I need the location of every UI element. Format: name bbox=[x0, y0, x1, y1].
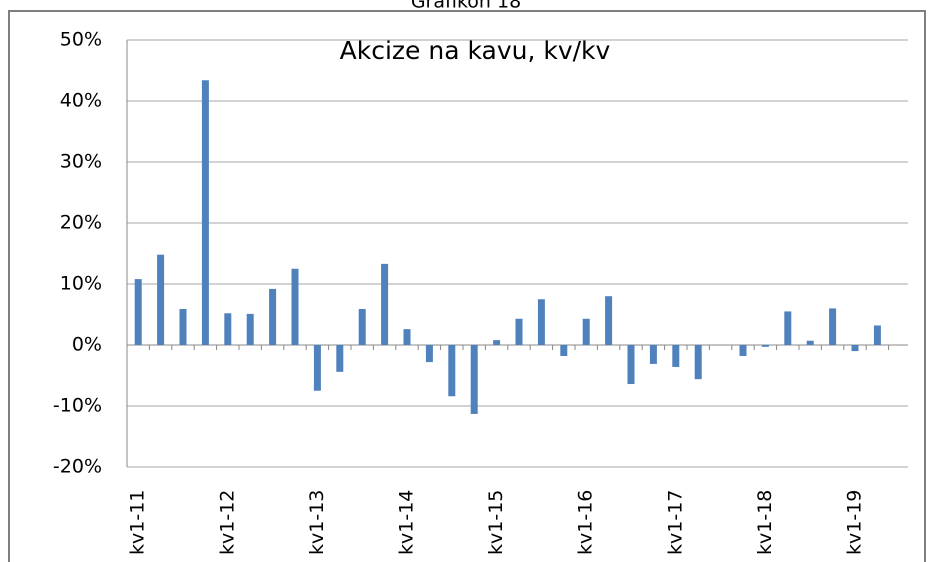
bar bbox=[537, 299, 545, 345]
bar bbox=[806, 340, 814, 345]
bar bbox=[224, 313, 232, 345]
x-tick-label: kv1-15 bbox=[485, 490, 507, 555]
bar bbox=[851, 345, 859, 352]
bar bbox=[761, 345, 769, 347]
bar bbox=[157, 254, 165, 345]
bar bbox=[134, 279, 142, 345]
bar bbox=[627, 345, 635, 385]
bar bbox=[493, 340, 501, 345]
page-title: Grafikon 18 bbox=[411, 0, 521, 13]
bar bbox=[672, 345, 680, 367]
y-tick-label: -10% bbox=[53, 395, 102, 417]
y-tick-label: 10% bbox=[60, 273, 102, 295]
x-tick-label: kv1-19 bbox=[844, 490, 866, 555]
y-tick-label: 30% bbox=[60, 151, 102, 173]
x-tick-label: kv1-11 bbox=[127, 490, 149, 555]
y-tick-label: 20% bbox=[60, 212, 102, 234]
bar bbox=[403, 329, 411, 345]
bar bbox=[448, 345, 456, 397]
bar bbox=[649, 345, 657, 364]
chart-frame bbox=[8, 10, 926, 562]
bar bbox=[784, 311, 792, 345]
y-tick-label: 50% bbox=[60, 29, 102, 51]
bar bbox=[201, 80, 209, 345]
y-tick-label: 40% bbox=[60, 90, 102, 112]
chart-title: Akcize na kavu, kv/kv bbox=[340, 36, 611, 65]
bar bbox=[336, 345, 344, 372]
bar bbox=[694, 345, 702, 380]
x-tick-label: kv1-16 bbox=[575, 490, 597, 555]
x-tick-label: kv1-13 bbox=[306, 490, 328, 555]
bar bbox=[515, 318, 523, 345]
y-tick-label: -20% bbox=[53, 456, 102, 478]
bar bbox=[582, 318, 590, 345]
bar bbox=[739, 345, 747, 356]
bar bbox=[560, 345, 568, 356]
x-tick-label: kv1-17 bbox=[664, 490, 686, 555]
bar bbox=[269, 288, 277, 345]
x-tick-label: kv1-14 bbox=[396, 490, 418, 555]
y-tick-label: 0% bbox=[72, 334, 102, 356]
bar bbox=[246, 313, 254, 345]
bar bbox=[291, 268, 299, 345]
bar bbox=[381, 263, 389, 345]
bar bbox=[829, 308, 837, 345]
bar bbox=[425, 345, 433, 363]
x-tick-label: kv1-18 bbox=[754, 490, 776, 555]
bar bbox=[873, 325, 881, 345]
bar bbox=[358, 309, 366, 345]
bar bbox=[470, 345, 478, 414]
bar bbox=[605, 296, 613, 345]
bar bbox=[313, 345, 321, 391]
x-tick-label: kv1-12 bbox=[216, 490, 238, 555]
bar bbox=[179, 309, 187, 345]
